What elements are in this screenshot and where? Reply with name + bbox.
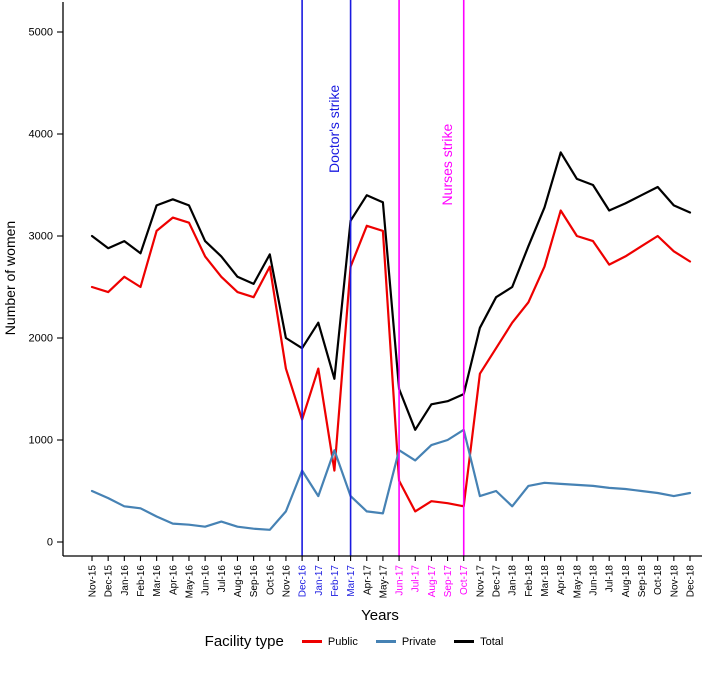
- legend-swatch-total: [454, 640, 475, 643]
- x-tick-label: Oct-16: [265, 565, 276, 595]
- x-tick-label: May-17: [378, 565, 389, 599]
- y-tick-label: 0: [47, 537, 53, 549]
- x-tick-label: Aug-18: [621, 565, 632, 598]
- x-tick-label: Mar-18: [540, 565, 551, 597]
- x-tick-label: Sep-16: [249, 565, 260, 598]
- x-tick-label: Jan-16: [120, 565, 131, 596]
- x-tick-label: Jul-16: [217, 565, 228, 593]
- y-axis-title: Number of women: [2, 221, 18, 335]
- x-tick-label: Jun-18: [589, 565, 600, 596]
- x-tick-label: Jan-18: [508, 565, 519, 596]
- x-tick-label: May-18: [572, 565, 583, 599]
- x-tick-label: Dec-15: [104, 565, 115, 598]
- x-tick-label: Nov-15: [88, 565, 99, 598]
- legend-item-total: Total: [454, 636, 503, 648]
- y-tick-label: 1000: [29, 435, 53, 447]
- x-tick-label: Apr-18: [556, 565, 567, 595]
- chart-svg: Doctor's strike Nurses strike 0 1000 2000 300…: [2, 0, 702, 599]
- x-tick-label: Jan-17: [314, 565, 325, 596]
- x-tick-label: Dec-18: [686, 565, 697, 598]
- annotation-nurses-strike: Nurses strike: [439, 124, 455, 206]
- x-tick-label: Jun-16: [201, 565, 212, 596]
- x-tick-label: Aug-16: [233, 565, 244, 598]
- x-tick-label: Dec-17: [492, 565, 503, 598]
- annotation-doctors-strike: Doctor's strike: [326, 85, 342, 173]
- x-tick-label: Mar-16: [152, 565, 163, 597]
- x-tick-label: Nov-16: [281, 565, 292, 598]
- x-tick-label: Apr-16: [168, 565, 179, 595]
- x-tick-label: May-16: [184, 565, 195, 599]
- legend-item-public: Public: [301, 635, 358, 648]
- x-tick-label: Jun-17: [395, 565, 406, 596]
- x-tick-label: Jul-17: [411, 565, 422, 593]
- x-tick-label: Nov-18: [669, 565, 680, 598]
- x-tick-label: Aug-17: [427, 565, 438, 598]
- x-tick-label: Jul-18: [605, 565, 616, 593]
- x-axis-title: Years: [361, 607, 399, 624]
- series-line-private: [90, 428, 692, 531]
- y-tick-label: 5000: [29, 27, 53, 39]
- series-line-public: [90, 209, 692, 513]
- x-tick-label: Oct-17: [459, 565, 470, 595]
- x-tick-label: Oct-18: [653, 565, 664, 595]
- y-tick-label: 3000: [29, 231, 53, 243]
- x-tick-label: Sep-18: [637, 565, 648, 598]
- y-tick-label: 2000: [29, 333, 53, 345]
- legend-item-private: Private: [375, 635, 437, 648]
- legend-title: Facility type: [204, 633, 284, 650]
- y-tick-label: 4000: [29, 129, 53, 141]
- x-tick-label: Nov-17: [475, 565, 486, 598]
- series-line-total: [90, 151, 692, 431]
- x-tick-label: Apr-17: [362, 565, 373, 595]
- x-tick-label: Mar-17: [346, 565, 357, 597]
- x-tick-label: Feb-18: [524, 565, 535, 597]
- legend: Facility type Public Private Total: [0, 633, 708, 650]
- x-tick-label: Dec-16: [298, 565, 309, 598]
- legend-label-private: Private: [401, 635, 437, 648]
- legend-label-public: Public: [327, 635, 358, 648]
- legend-swatch-private: [375, 640, 396, 643]
- x-tick-label: Feb-17: [330, 565, 341, 597]
- x-tick-label: Sep-17: [443, 565, 454, 598]
- legend-swatch-public: [301, 640, 322, 643]
- x-tick-label: Feb-16: [136, 565, 147, 597]
- legend-label-total: Total: [480, 635, 504, 648]
